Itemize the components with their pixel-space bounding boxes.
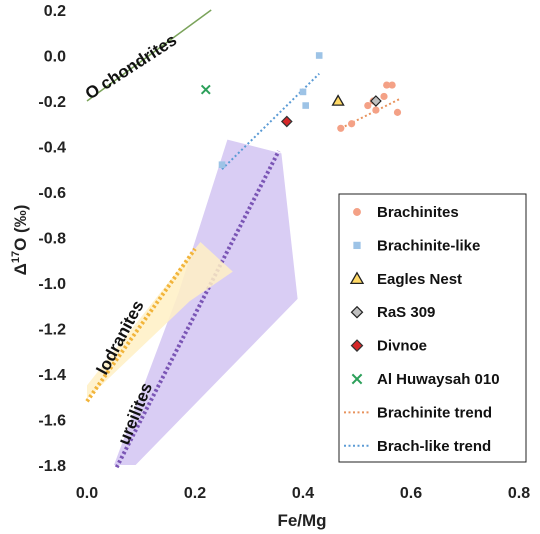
y-axis-label: Δ17O (‰) xyxy=(10,205,30,276)
legend-marker-brachinite-like xyxy=(353,241,361,250)
ureilites-line xyxy=(114,150,281,469)
brachinites-point-7 xyxy=(383,81,391,89)
x-tick-label: 0.8 xyxy=(508,485,530,502)
regions-layer xyxy=(85,139,298,469)
brachinites-point-9 xyxy=(393,108,402,116)
y-tick-label: -1.6 xyxy=(38,413,66,430)
legend-label-brach-like-trend: Brach-like trend xyxy=(377,438,491,455)
x-tick-labels: 0.0 0.2 0.4 0.6 0.8 xyxy=(76,485,530,502)
brachinites-point-1 xyxy=(337,124,345,132)
al-huwaysah-010-point-1-stroke-b xyxy=(200,84,211,95)
y-tick-label: -1.2 xyxy=(38,322,66,339)
legend-label-divnoe: Divnoe xyxy=(377,338,427,355)
y-tick-label: -0.4 xyxy=(38,140,66,157)
legend-label-al-huwaysah-010: Al Huwaysah 010 xyxy=(377,371,500,388)
legend-label-brachinites: Brachinites xyxy=(377,204,459,221)
legend-marker-ras-309 xyxy=(350,305,364,319)
y-tick-label: -1.0 xyxy=(38,276,66,293)
eagles-nest-point-1 xyxy=(331,94,345,106)
x-tick-label: 0.2 xyxy=(184,485,206,502)
reference-lines-layer xyxy=(86,9,212,102)
legend-marker-eagles-nest xyxy=(349,271,365,284)
legend-label-eagles-nest: Eagles Nest xyxy=(377,271,462,288)
divnoe-point-1 xyxy=(280,115,293,128)
legend: Brachinites Brachinite-like Eagles Nest RaS… xyxy=(338,193,527,463)
al-huwaysah-010-point-1 xyxy=(200,84,211,95)
data-points-layer xyxy=(200,52,402,168)
y-tick-label: 0.2 xyxy=(44,3,66,20)
legend-label-brachinite-like: Brachinite-like xyxy=(377,237,480,254)
legend-label-ras-309: RaS 309 xyxy=(377,304,435,321)
lodranites-region xyxy=(87,242,233,400)
y-tick-label: -1.8 xyxy=(38,458,66,475)
legend-marker-al-huwaysah-010 xyxy=(351,373,363,385)
x-axis-label: Fe/Mg xyxy=(277,511,326,530)
ureilites-region xyxy=(114,139,298,466)
brachinite-like-point-1 xyxy=(218,161,226,168)
y-tick-label: -0.8 xyxy=(38,231,66,248)
brachinite-like-point-3 xyxy=(302,102,309,109)
y-tick-label: -0.2 xyxy=(38,94,66,111)
x-tick-label: 0.0 xyxy=(76,485,98,502)
brachinite-like-point-2 xyxy=(299,88,307,96)
legend-marker-al-huwaysah-010-stroke-b xyxy=(351,373,363,385)
o-chondrites-line xyxy=(86,9,212,102)
o-chondrites-label: O chondrites xyxy=(82,30,180,103)
brachinites-point-6 xyxy=(380,92,388,101)
y-tick-label: -1.4 xyxy=(38,367,66,384)
legend-box xyxy=(338,193,527,463)
brachinites-point-2 xyxy=(348,120,356,128)
lodranites-line xyxy=(85,247,197,403)
x-tick-label: 0.4 xyxy=(292,485,314,502)
legend-marker-brachinites xyxy=(353,208,361,216)
brachinite-like-point-4 xyxy=(315,52,323,59)
brachinite-trend-line xyxy=(340,97,401,130)
y-tick-label: -0.6 xyxy=(38,185,66,202)
y-tick-label: 0.0 xyxy=(44,49,66,66)
brachinites-point-5 xyxy=(372,106,380,114)
brachinites-point-8 xyxy=(388,81,396,89)
y-tick-labels: 0.2 0.0 -0.2 -0.4 -0.6 -0.8 -1.0 -1.2 -1.4 -1.6 -1… xyxy=(38,3,66,475)
brachinites-point-3 xyxy=(364,101,372,110)
ras-309-point-1 xyxy=(370,95,382,107)
legend-label-brachinite-trend: Brachinite trend xyxy=(377,404,492,421)
legend-marker-divnoe xyxy=(350,339,364,352)
x-tick-label: 0.6 xyxy=(400,485,422,502)
